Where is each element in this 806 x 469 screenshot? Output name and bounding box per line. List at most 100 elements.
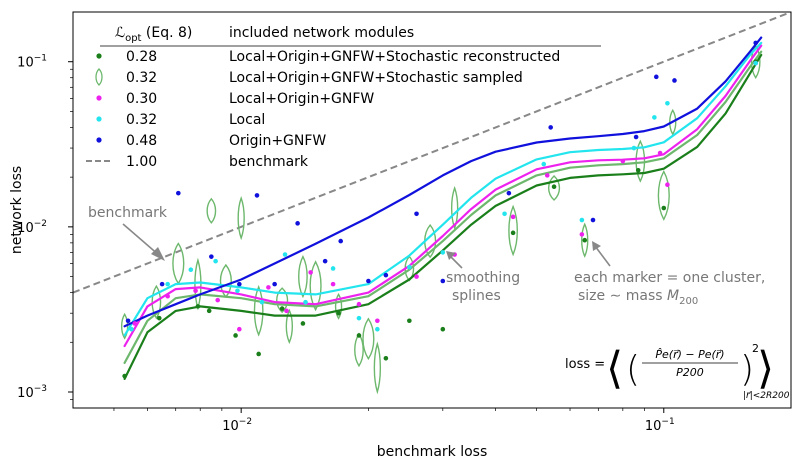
data-point-series-0 <box>383 355 389 361</box>
data-point-series-4 <box>254 193 260 198</box>
data-point-series-3 <box>753 60 758 66</box>
data-point-series-3 <box>541 161 547 167</box>
data-point-series-0 <box>122 373 127 379</box>
violin-marker <box>635 139 646 183</box>
violin-marker <box>276 287 289 314</box>
legend-series-name-0: Local+Origin+GNFW+Stochastic reconstruct… <box>229 49 560 65</box>
y-tick-label-1: 10−2 <box>17 219 47 236</box>
legend-dot-swatch-0 <box>96 53 102 59</box>
data-point-series-0 <box>356 333 362 338</box>
violin-marker <box>669 108 677 136</box>
data-point-series-0 <box>407 318 412 324</box>
data-point-series-3 <box>188 267 194 273</box>
data-point-series-2 <box>330 281 336 287</box>
data-point-series-2 <box>544 173 550 178</box>
smoothing-annotation-line2: splines <box>452 288 501 304</box>
data-point-series-4 <box>125 318 131 324</box>
x-tick-label-1: 10−1 <box>645 417 675 434</box>
data-point-series-4 <box>414 211 419 217</box>
spline-series-1 <box>123 50 763 364</box>
data-point-series-3 <box>407 264 412 270</box>
data-point-series-0 <box>256 351 261 357</box>
y-axis-label: network loss <box>9 166 25 254</box>
spline-layer <box>123 36 763 380</box>
data-point-series-0 <box>551 184 557 190</box>
data-point-series-2 <box>620 158 626 164</box>
annotations: benchmark smoothing splines each marker … <box>88 205 790 401</box>
y-tick-label-0: 10−3 <box>17 384 47 401</box>
data-point-series-2 <box>375 318 380 324</box>
data-point-series-2 <box>579 232 585 237</box>
data-point-series-4 <box>653 74 659 80</box>
data-point-series-4 <box>366 278 371 284</box>
data-point-series-0 <box>582 237 588 243</box>
data-point-series-0 <box>206 308 212 314</box>
smoothing-annotation-line1: smoothing <box>446 270 520 286</box>
violin-marker <box>424 223 437 259</box>
formula-right-paren: ) <box>740 349 754 390</box>
formula-exponent: 2 <box>752 342 759 355</box>
legend-loss-value-4: 0.48 <box>126 133 157 149</box>
data-point-series-2 <box>308 270 313 275</box>
legend-series-name-3: Local <box>229 112 265 128</box>
violin-marker <box>354 332 364 368</box>
legend-series-name-2: Local+Origin+GNFW <box>229 91 374 107</box>
marker-annotation-line1: each marker = one cluster, <box>574 270 765 286</box>
data-point-series-3 <box>235 288 240 294</box>
spline-series-4 <box>123 36 763 328</box>
legend-loss-value-1: 0.32 <box>126 70 157 86</box>
data-point-series-3 <box>375 326 380 332</box>
data-point-series-0 <box>440 326 446 332</box>
data-point-series-0 <box>661 205 667 211</box>
data-point-series-4 <box>506 190 512 196</box>
data-point-series-4 <box>383 272 389 278</box>
data-point-series-0 <box>635 168 641 173</box>
data-point-series-0 <box>336 310 341 316</box>
data-point-series-3 <box>165 281 170 287</box>
data-point-series-2 <box>284 308 289 314</box>
data-point-series-4 <box>633 134 639 140</box>
data-point-series-4 <box>159 281 165 287</box>
data-point-series-4 <box>672 78 677 83</box>
legend-violin-swatch <box>95 68 103 86</box>
data-point-series-0 <box>156 315 162 321</box>
formula-numerator: P̂e(r⃗) − Pe(r⃗) <box>655 348 724 361</box>
data-point-series-3 <box>259 299 265 305</box>
data-point-series-2 <box>132 321 138 326</box>
violin-marker <box>237 196 245 241</box>
data-point-series-2 <box>657 150 663 156</box>
x-tick-label-0: 10−2 <box>222 417 252 434</box>
data-point-series-3 <box>330 266 336 271</box>
data-point-series-3 <box>282 252 288 257</box>
data-point-series-4 <box>176 190 181 196</box>
data-point-series-3 <box>502 211 507 217</box>
data-point-series-0 <box>195 304 201 309</box>
legend-series-name-5: benchmark <box>229 154 309 170</box>
data-point-series-3 <box>579 217 585 223</box>
data-point-series-4 <box>548 125 553 130</box>
benchmark-arrow-head <box>151 247 165 261</box>
data-point-series-3 <box>129 326 134 332</box>
benchmark-arrow-shaft <box>122 223 161 257</box>
legend-series-name-1: Local+Origin+GNFW+Stochastic sampled <box>229 70 523 86</box>
data-point-series-3 <box>356 315 362 321</box>
data-point-series-2 <box>165 293 170 299</box>
formula-lhs: loss = <box>565 357 605 372</box>
x-axis-label: benchmark loss <box>377 444 488 460</box>
legend-header-loss: ℒopt (Eq. 8) <box>115 25 192 44</box>
legend-dot-swatch-3 <box>96 116 102 122</box>
data-point-series-2 <box>237 326 242 332</box>
marker-arrow-shaft <box>594 245 611 267</box>
violin-marker <box>508 204 519 257</box>
legend-loss-value-0: 0.28 <box>126 49 157 65</box>
legend: ℒopt (Eq. 8) included network modules 0.… <box>86 25 601 170</box>
data-point-series-4 <box>237 281 242 287</box>
data-point-series-2 <box>193 288 198 294</box>
legend-dot-swatch-4 <box>96 137 102 143</box>
data-point-series-3 <box>303 299 308 305</box>
data-point-series-3 <box>631 145 637 151</box>
data-point-series-0 <box>510 230 516 236</box>
data-point-series-4 <box>295 221 300 226</box>
loss-formula: loss = ⟨ ( P̂e(r⃗) − Pe(r⃗) P200 ) 2 ⟩ |… <box>565 342 790 401</box>
